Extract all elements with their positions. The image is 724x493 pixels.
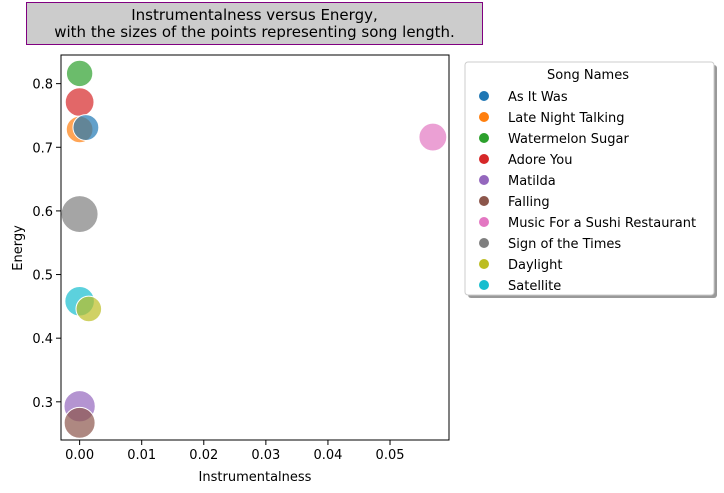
legend: Song Names As It Was Late Night Talking Wa…: [464, 61, 715, 296]
legend-box: [464, 61, 715, 296]
legend-item: Late Night Talking: [479, 111, 625, 126]
legend-marker: [479, 112, 489, 122]
legend-item: Daylight: [479, 258, 562, 273]
legend-item: Music For a Sushi Restaurant: [479, 216, 696, 231]
legend-label: Satellite: [508, 279, 561, 294]
legend-marker: [479, 175, 489, 185]
legend-label: Falling: [508, 195, 550, 210]
point-adore-you: [64, 87, 95, 117]
x-axis: 0.00 0.01 0.02 0.03 0.04 0.05: [65, 440, 405, 463]
legend-label: Late Night Talking: [508, 111, 625, 126]
legend-item: Falling: [479, 195, 550, 210]
y-tick-label: 0.4: [32, 332, 53, 347]
legend-items: As It Was Late Night Talking Watermelon Su…: [479, 90, 696, 294]
y-axis: 0.3 0.4 0.5 0.6 0.7 0.8: [32, 78, 61, 411]
legend-label: As It Was: [508, 90, 568, 105]
point-falling: [63, 406, 96, 439]
legend-label: Daylight: [508, 258, 562, 273]
chart-title: Instrumentalness versus Energy, with the…: [26, 2, 483, 45]
y-tick-label: 0.5: [32, 269, 53, 284]
y-tick-label: 0.3: [32, 396, 53, 411]
point-music-for-a-sushi-restaurant: [418, 122, 448, 152]
x-tick-label: 0.02: [189, 448, 218, 463]
x-tick-label: 0.00: [65, 448, 94, 463]
legend-item: Adore You: [479, 153, 572, 168]
legend-item: As It Was: [479, 90, 568, 105]
legend-marker: [479, 280, 489, 290]
y-tick-label: 0.7: [32, 141, 53, 156]
legend-marker: [479, 154, 489, 164]
y-tick-label: 0.6: [32, 205, 53, 220]
point-watermelon-sugar: [65, 59, 94, 88]
legend-item: Satellite: [479, 279, 561, 294]
legend-item: Matilda: [479, 174, 556, 189]
chart-title-line-2: with the sizes of the points representin…: [54, 22, 455, 41]
legend-title: Song Names: [547, 68, 629, 83]
y-axis-label: Energy: [11, 225, 26, 271]
x-axis-label: Instrumentalness: [199, 470, 312, 485]
legend-label: Watermelon Sugar: [508, 132, 630, 147]
points-layer: [60, 59, 448, 439]
legend-marker: [479, 238, 489, 248]
x-tick-label: 0.01: [127, 448, 156, 463]
legend-label: Adore You: [508, 153, 572, 168]
legend-item: Sign of the Times: [479, 237, 621, 252]
legend-label: Music For a Sushi Restaurant: [508, 216, 696, 231]
x-tick-label: 0.04: [313, 448, 342, 463]
plot-frame: [60, 54, 450, 441]
legend-marker: [479, 196, 489, 206]
legend-marker: [479, 133, 489, 143]
legend-item: Watermelon Sugar: [479, 132, 630, 147]
y-tick-label: 0.8: [32, 78, 53, 93]
point-sign-of-the-times: [60, 195, 99, 234]
x-tick-label: 0.05: [376, 448, 405, 463]
x-tick-label: 0.03: [251, 448, 280, 463]
chart-title-line-1: Instrumentalness versus Energy,: [131, 5, 378, 24]
point-as-it-was: [72, 114, 100, 141]
point-daylight: [75, 295, 103, 323]
legend-marker: [479, 217, 489, 227]
legend-marker: [479, 259, 489, 269]
legend-label: Matilda: [508, 174, 556, 189]
legend-marker: [479, 91, 489, 101]
legend-label: Sign of the Times: [508, 237, 621, 252]
